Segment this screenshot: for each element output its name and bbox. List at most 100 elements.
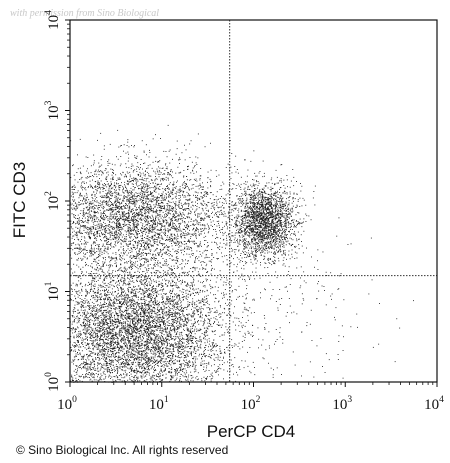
- data-point: [115, 196, 117, 197]
- data-point: [178, 246, 180, 248]
- data-point: [82, 226, 84, 227]
- data-point: [95, 189, 97, 190]
- data-point: [126, 337, 127, 338]
- data-point: [163, 219, 165, 221]
- data-point: [84, 188, 86, 190]
- data-point: [78, 331, 80, 333]
- data-point: [132, 220, 134, 222]
- data-point: [136, 348, 137, 349]
- data-point: [106, 345, 107, 347]
- data-point: [136, 223, 138, 225]
- data-point: [144, 192, 146, 194]
- data-point: [94, 211, 96, 213]
- data-point: [123, 205, 125, 207]
- data-point: [161, 358, 163, 359]
- data-point: [70, 195, 72, 197]
- data-point: [103, 221, 104, 223]
- data-point: [96, 192, 97, 194]
- data-point: [122, 189, 123, 191]
- data-point: [198, 185, 200, 186]
- data-point: [217, 286, 219, 288]
- data-point: [143, 252, 144, 253]
- data-point: [181, 219, 183, 221]
- data-point: [130, 234, 132, 235]
- data-point: [130, 165, 132, 167]
- data-point: [112, 239, 114, 240]
- data-point: [97, 323, 99, 325]
- data-point: [114, 327, 116, 329]
- data-point: [107, 171, 109, 173]
- data-point: [178, 223, 180, 225]
- data-point: [170, 240, 172, 242]
- data-point: [200, 212, 202, 214]
- data-point: [155, 216, 157, 218]
- data-point: [175, 302, 177, 304]
- data-point: [163, 199, 164, 201]
- data-point: [115, 186, 117, 188]
- data-point: [139, 218, 141, 220]
- data-point: [165, 253, 167, 255]
- data-point: [102, 286, 104, 288]
- data-point: [187, 200, 189, 202]
- data-point: [138, 185, 140, 186]
- data-point: [126, 213, 128, 215]
- data-point: [106, 239, 108, 241]
- data-point: [125, 205, 126, 207]
- data-point: [189, 233, 191, 235]
- data-point: [194, 262, 196, 263]
- data-point: [203, 323, 204, 325]
- data-point: [172, 197, 174, 199]
- data-point: [146, 253, 148, 255]
- data-point: [109, 206, 111, 207]
- data-point: [171, 243, 172, 244]
- data-point: [87, 201, 89, 203]
- data-point: [187, 208, 188, 209]
- data-point: [151, 245, 152, 247]
- data-point: [81, 239, 82, 240]
- data-point: [111, 207, 113, 208]
- data-point: [172, 285, 174, 286]
- data-point: [184, 185, 186, 186]
- data-point: [184, 233, 186, 235]
- data-point: [94, 181, 96, 182]
- data-point: [85, 199, 87, 201]
- data-point: [187, 227, 188, 229]
- data-point: [163, 222, 165, 223]
- data-point: [118, 202, 120, 204]
- data-point: [153, 256, 155, 258]
- data-point: [171, 338, 173, 340]
- data-point: [190, 348, 192, 350]
- data-point: [194, 231, 196, 233]
- data-point: [118, 178, 120, 180]
- data-point: [109, 209, 111, 210]
- data-point: [203, 250, 205, 252]
- data-point: [196, 242, 197, 244]
- data-point: [144, 350, 146, 351]
- data-point: [195, 218, 197, 220]
- data-point: [189, 353, 191, 355]
- data-point: [161, 231, 163, 233]
- data-point: [93, 249, 95, 251]
- data-point: [75, 253, 77, 255]
- data-point: [121, 201, 123, 203]
- data-point: [109, 359, 110, 360]
- data-point: [108, 239, 110, 240]
- data-point: [160, 210, 162, 212]
- data-point: [110, 191, 112, 192]
- data-point: [103, 210, 105, 212]
- data-point: [152, 257, 154, 259]
- data-point: [177, 295, 178, 297]
- data-point: [90, 250, 92, 252]
- data-point: [138, 212, 140, 214]
- data-point: [110, 344, 112, 346]
- data-point: [145, 221, 147, 223]
- data-point: [129, 278, 131, 280]
- data-point: [185, 233, 187, 235]
- data-point: [109, 266, 111, 268]
- data-point: [123, 225, 125, 227]
- data-point: [263, 239, 265, 241]
- data-point: [194, 267, 196, 269]
- data-point: [188, 189, 190, 191]
- data-point: [114, 376, 116, 378]
- data-point: [153, 219, 154, 221]
